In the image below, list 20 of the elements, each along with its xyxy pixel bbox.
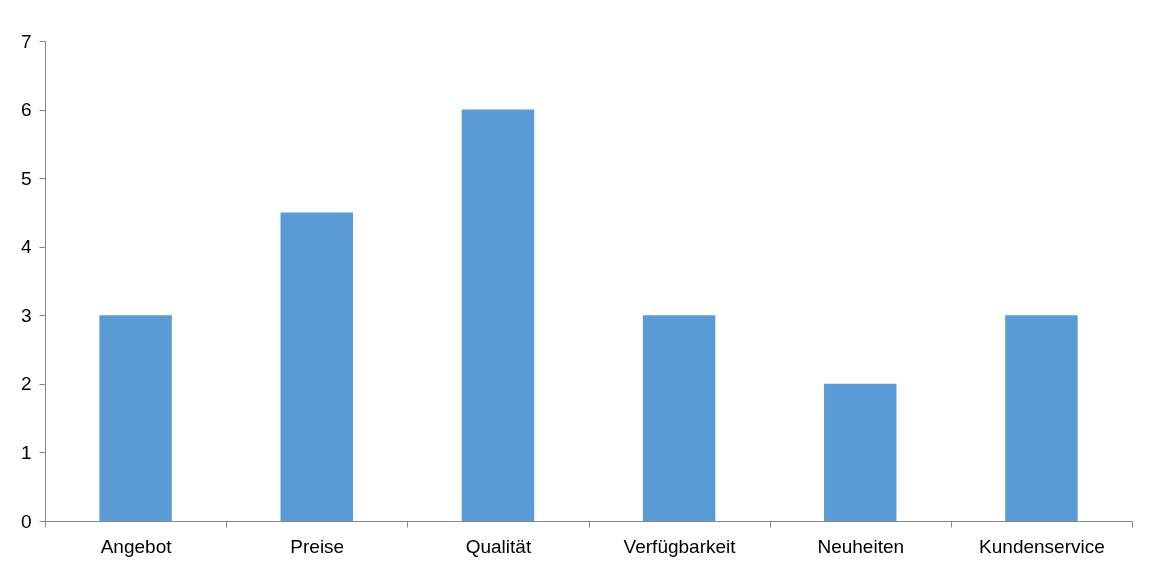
y-tick-label: 7 xyxy=(20,30,32,52)
y-tick-label: 0 xyxy=(20,510,32,532)
y-tick-label: 6 xyxy=(20,99,32,121)
x-tick-label: Preise xyxy=(290,535,345,557)
y-tick-label: 4 xyxy=(20,236,32,258)
bar xyxy=(1005,315,1078,521)
bar xyxy=(461,109,535,521)
y-tick-label: 2 xyxy=(20,373,32,395)
bar xyxy=(99,315,172,521)
x-tick-label: Angebot xyxy=(100,535,173,557)
x-tick-label: Neuheiten xyxy=(817,535,905,557)
y-tick-label: 1 xyxy=(20,441,32,463)
bar xyxy=(280,212,353,521)
x-tick-label: Qualität xyxy=(465,535,532,557)
y-tick-label: 3 xyxy=(20,304,32,326)
bar xyxy=(642,315,716,521)
bar xyxy=(824,383,897,521)
x-tick-label: Verfügbarkeit xyxy=(623,535,737,557)
y-tick-label: 5 xyxy=(20,167,32,189)
x-tick-label: Kundenservice xyxy=(979,535,1105,557)
